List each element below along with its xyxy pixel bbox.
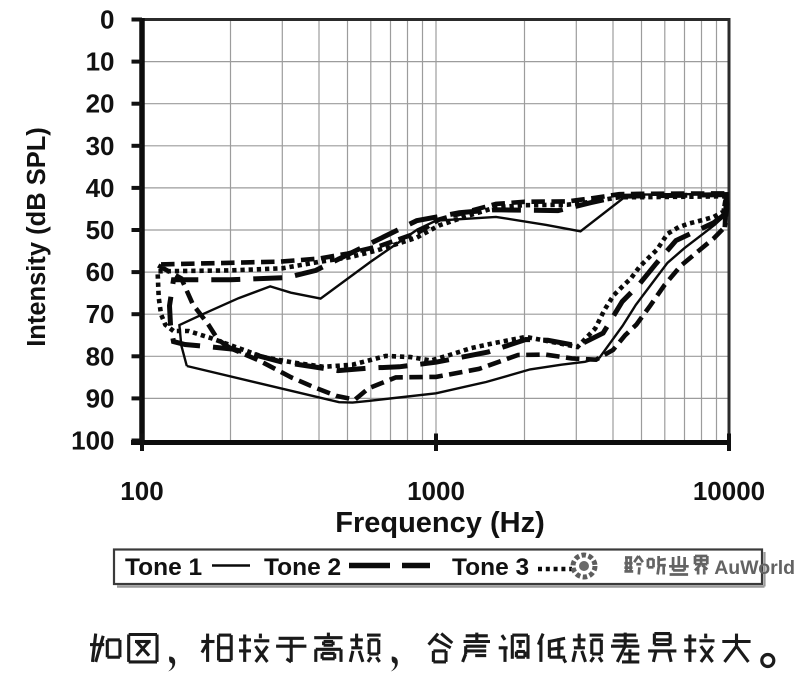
svg-text:Tone 1: Tone 1: [125, 554, 202, 581]
svg-text:10000: 10000: [693, 476, 765, 506]
svg-text:Tone 3: Tone 3: [452, 554, 529, 581]
svg-text:0: 0: [100, 5, 114, 35]
svg-text:80: 80: [86, 341, 115, 371]
svg-text:100: 100: [71, 426, 114, 456]
svg-text:AuWorld: AuWorld: [714, 557, 795, 579]
svg-text:100: 100: [120, 476, 163, 506]
svg-text:90: 90: [86, 383, 115, 413]
svg-text:70: 70: [86, 299, 115, 329]
svg-text:30: 30: [86, 131, 115, 161]
svg-text:Frequency (Hz): Frequency (Hz): [335, 507, 544, 539]
svg-text:Tone 2: Tone 2: [264, 554, 341, 581]
svg-text:10: 10: [86, 47, 115, 77]
svg-text:50: 50: [86, 215, 115, 245]
svg-text:1000: 1000: [407, 476, 465, 506]
svg-text:60: 60: [86, 257, 115, 287]
svg-text:40: 40: [86, 173, 115, 203]
svg-text:Intensity (dB SPL): Intensity (dB SPL): [23, 127, 51, 347]
svg-text:20: 20: [86, 89, 115, 119]
